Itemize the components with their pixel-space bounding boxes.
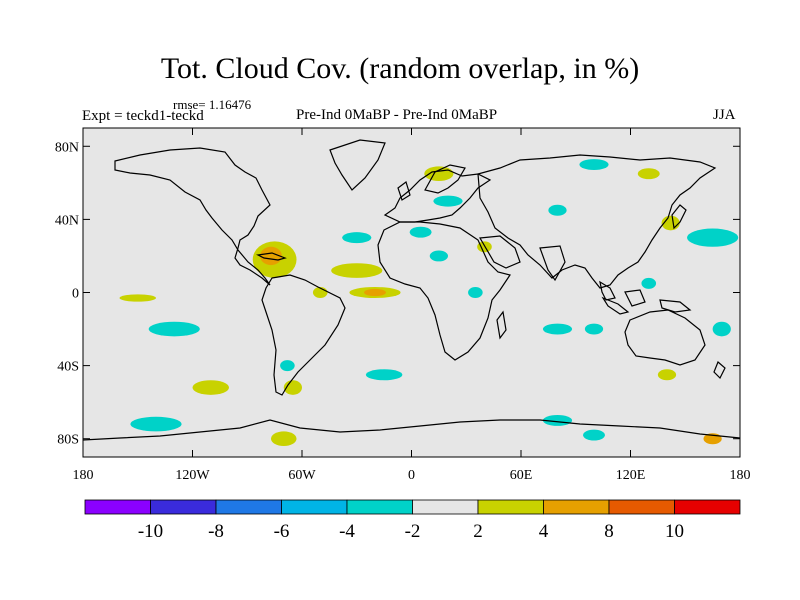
anomaly-sahara [409,226,432,238]
chart-title: Tot. Cloud Cov. (random overlap, in %) [160,52,640,85]
coast-new-zealand [713,360,726,380]
colorbar-swatch [215,499,282,515]
coast-australia [624,309,706,366]
map-background [83,128,740,457]
coast-borneo [624,289,646,307]
lat-tick-label: 40N [55,213,79,228]
axis-ticks: 80N 40N 0 40S 80S 180 120W 60W 0 60E 120E 180 [55,128,751,483]
anomaly-east-siberia [637,168,660,180]
coast-cuba [256,252,287,261]
anomaly-south-indian-2 [583,429,605,441]
anomaly-north-pacific [687,228,739,247]
coast-british-isles [397,181,411,201]
anomaly-indonesia [641,277,657,289]
lat-tick-label: 40S [57,360,79,375]
anomaly-indian-south [584,323,604,335]
colorbar-swatch [412,499,479,515]
anomaly-indian-ocean [542,323,573,335]
anomaly-caribbean-core [260,246,282,266]
coast-antarctica [83,419,740,441]
lat-tick-label: 80N [55,140,79,155]
coast-africa [377,221,511,361]
rmse-label: rmse= 1.16476 [173,97,252,112]
anomaly-southern-indian [542,414,573,426]
coast-south-america [261,274,346,396]
coast-japan [671,204,687,230]
coast-scandinavia [424,164,466,194]
coast-india [539,245,566,282]
coast-europe [383,169,492,223]
colorbar-label: 8 [604,521,614,542]
lat-tick-label: 0 [72,287,79,302]
lon-tick-label: 120E [616,468,646,483]
anomaly-drake-passage [270,431,297,447]
anomaly-tropical-atlantic [331,263,383,278]
anomaly-central-asia [548,204,567,216]
coast-new-guinea [659,299,692,313]
anomaly-south-atlantic [365,369,403,381]
anomaly-south-pacific [148,321,200,337]
experiment-label: Expt = teckd1-teckd [82,108,204,124]
lon-tick-label: 60W [288,468,316,483]
colorbar-swatch [543,499,610,515]
anomaly-eq-atlantic-core [364,288,386,297]
colorbar-label: -10 [138,521,163,542]
anomaly-siberia [579,159,609,171]
coast-madagascar [496,310,507,340]
coast-asia [477,154,717,289]
coast-arabia [479,235,521,269]
anomaly-tasman [712,321,731,337]
lon-tick-label: 120W [175,468,210,483]
anomaly-southern-ocean-pacific [130,416,182,432]
anomaly-north-atlantic [342,232,372,244]
colorbar-label: -4 [339,521,355,542]
coast-malay [599,280,616,301]
colorbar-label: 4 [539,521,549,542]
anomaly-north-africa [429,250,448,262]
colorbar: -10 -8 -6 -4 -2 2 4 8 10 [84,499,741,542]
colorbar-swatch [150,499,217,515]
colorbar-label: 10 [665,521,684,542]
colorbar-swatch [674,499,741,515]
anomaly-baltic [433,195,463,207]
coast-greenland [329,139,386,191]
season-label: JJA [713,107,736,123]
comparison-label: Pre-Ind 0MaBP - Pre-Ind 0MaBP [296,107,498,123]
lon-tick-label: 180 [730,468,751,483]
lon-tick-label: 0 [408,468,415,483]
anomaly-eq-east-pacific [119,294,156,302]
colorbar-swatch [281,499,348,515]
anomaly-australia-south [657,369,677,381]
colorbar-label: 2 [473,521,483,542]
coast-north-america [114,147,271,286]
coast-sumatra [601,296,630,315]
colorbar-swatch [477,499,544,515]
lon-tick-label: 60E [510,468,533,483]
anomaly-east-africa [468,287,483,298]
anomaly-south-america-coast [280,360,295,372]
anomaly-south-atlantic-mid [192,380,229,395]
colorbar-swatch [346,499,413,515]
coastlines [83,139,740,441]
lon-tick-label: 180 [73,468,94,483]
colorbar-label: -8 [208,521,224,542]
colorbar-swatch [608,499,675,515]
lat-tick-label: 80S [57,433,79,448]
colorbar-label: -2 [405,521,421,542]
colorbar-swatch [84,499,151,515]
colorbar-label: -6 [274,521,290,542]
